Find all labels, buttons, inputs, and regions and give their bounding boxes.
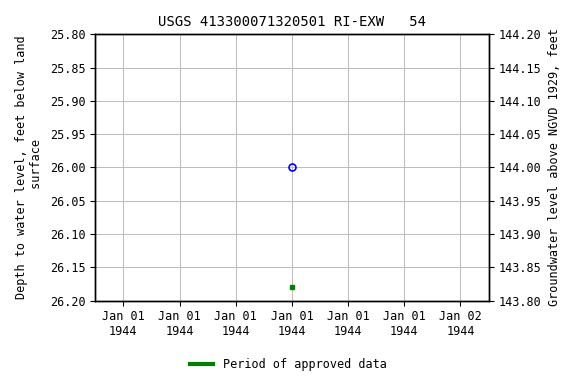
Y-axis label: Groundwater level above NGVD 1929, feet: Groundwater level above NGVD 1929, feet xyxy=(548,28,561,306)
Title: USGS 413300071320501 RI-EXW   54: USGS 413300071320501 RI-EXW 54 xyxy=(158,15,426,29)
Legend: Period of approved data: Period of approved data xyxy=(185,354,391,376)
Y-axis label: Depth to water level, feet below land
 surface: Depth to water level, feet below land su… xyxy=(15,36,43,299)
